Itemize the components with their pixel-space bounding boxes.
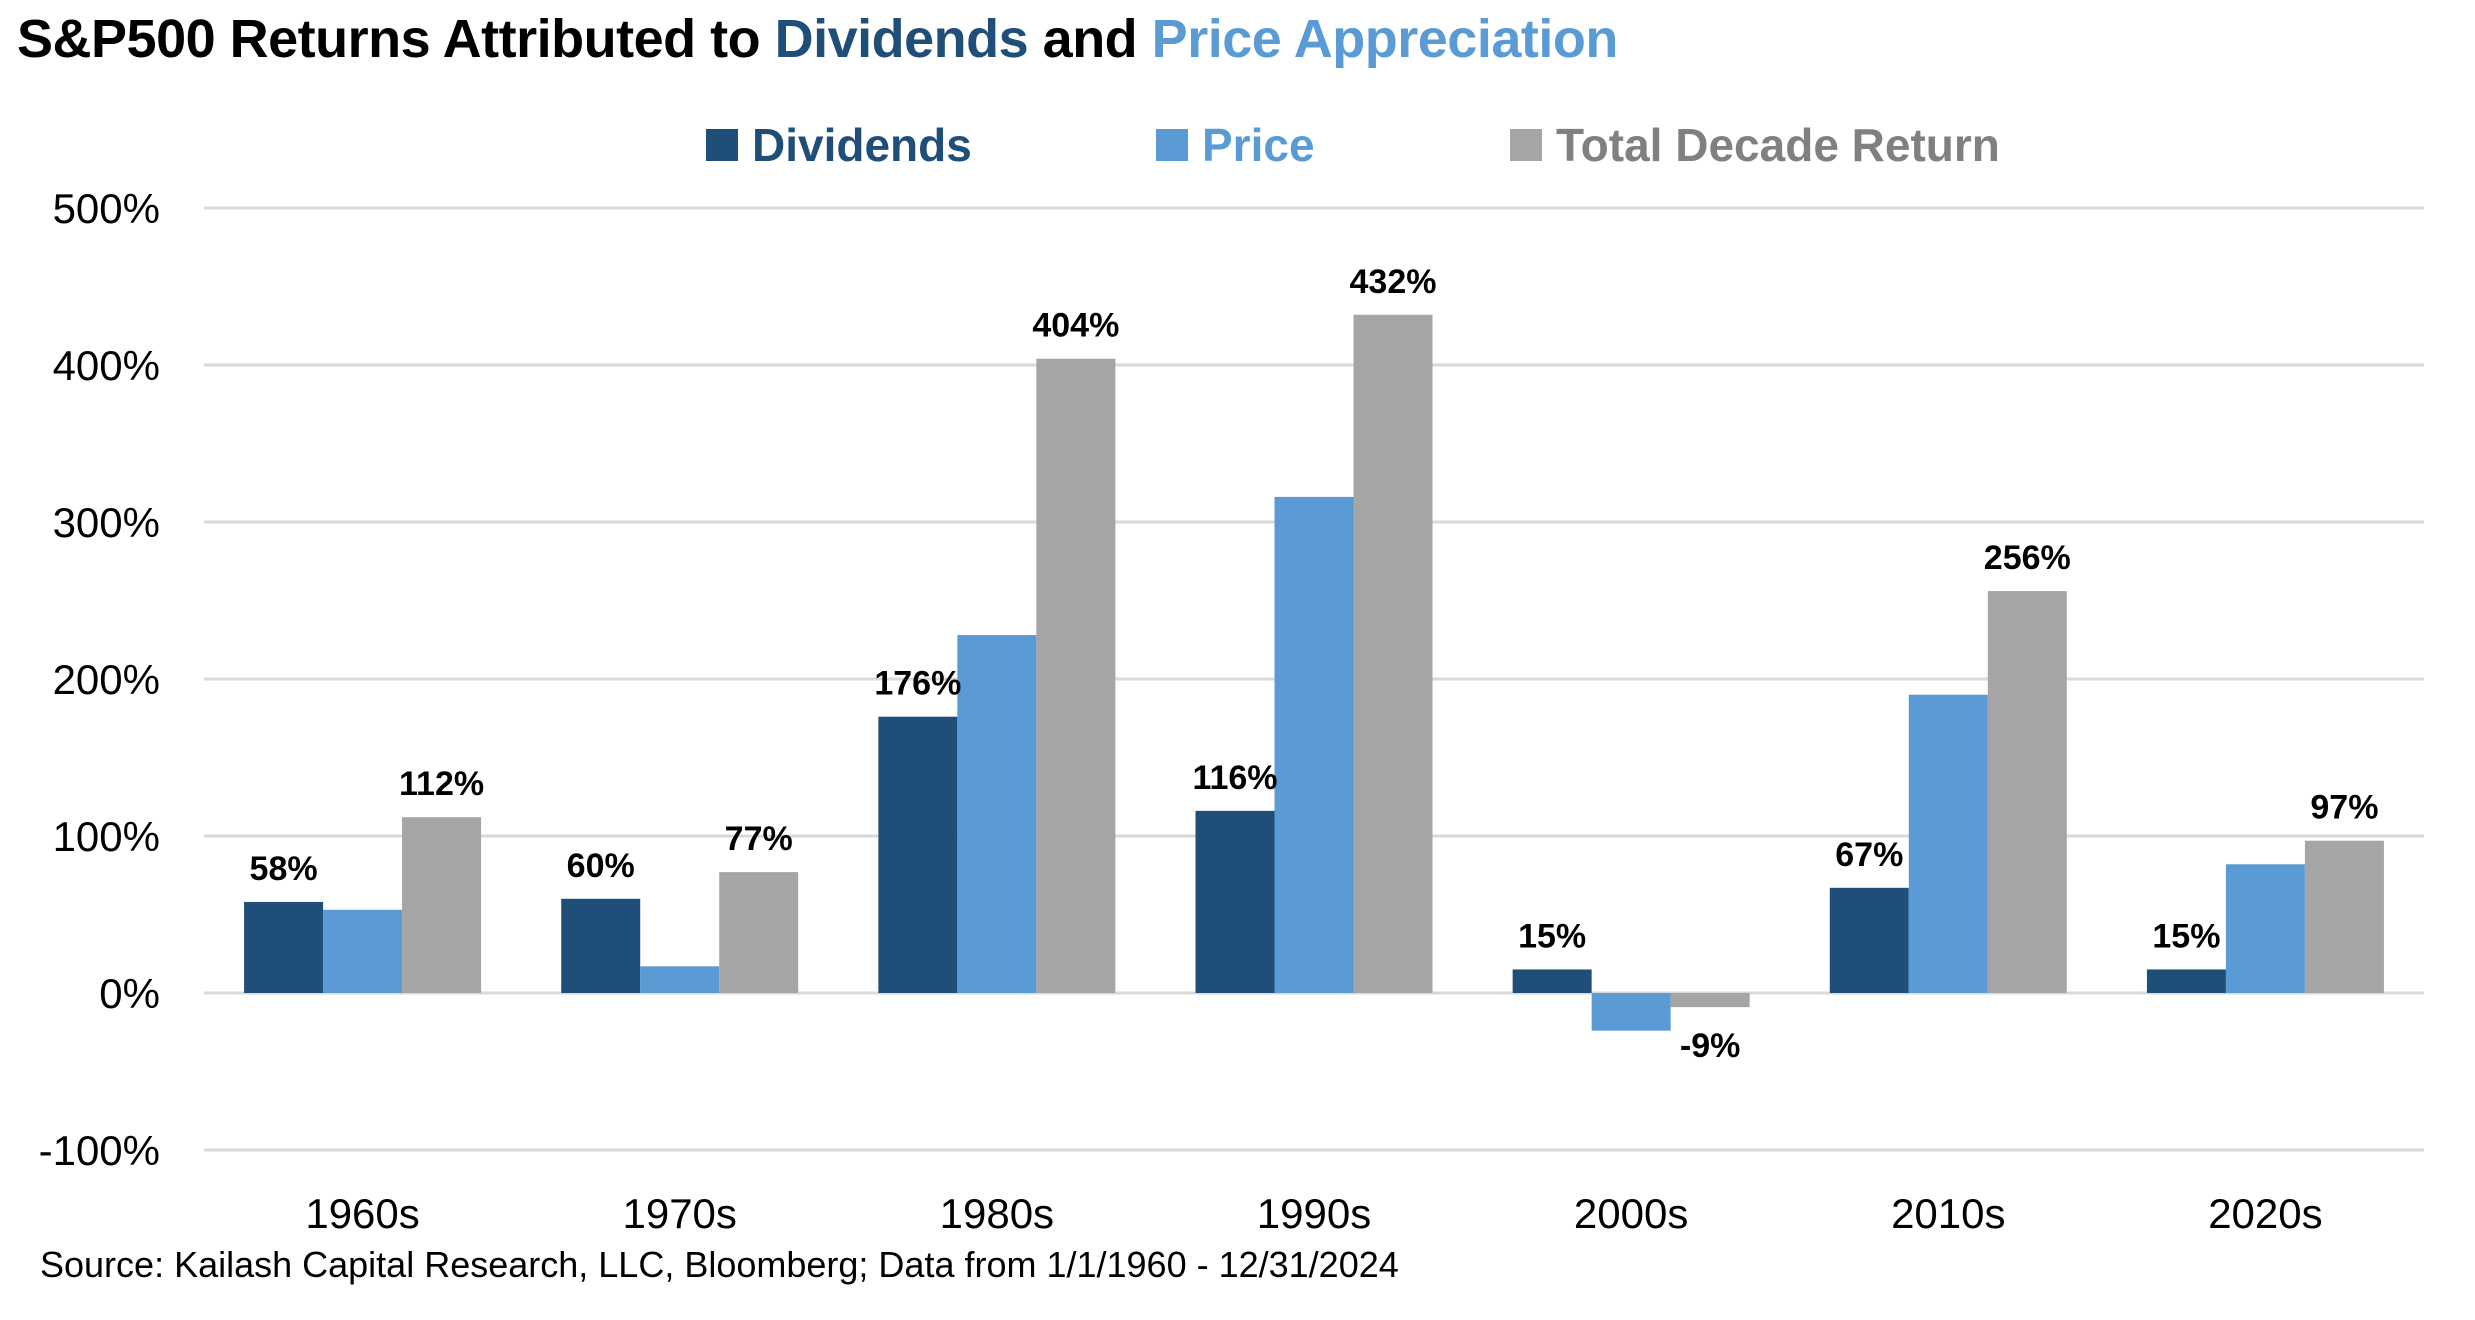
bar-price bbox=[2225, 864, 2305, 993]
chart-title: S&P500 Returns Attributed to Dividends a… bbox=[17, 8, 1618, 70]
chart-title-prefix: S&P500 Returns Attributed to bbox=[17, 9, 775, 69]
bar-dividends bbox=[1829, 887, 1909, 993]
y-tick-label: -100% bbox=[39, 1127, 160, 1174]
bar-total-decade-return bbox=[1670, 993, 1750, 1008]
legend: Dividends Price Total Decade Return bbox=[0, 118, 2475, 178]
x-tick-label: 1980s bbox=[940, 1190, 1054, 1237]
data-label: 112% bbox=[399, 765, 484, 803]
data-label: 176% bbox=[874, 665, 961, 703]
data-label: 404% bbox=[1032, 307, 1119, 345]
x-tick-label: 2020s bbox=[2208, 1190, 2322, 1237]
x-tick-label: 1990s bbox=[1257, 1190, 1371, 1237]
x-tick-label: 1960s bbox=[305, 1190, 419, 1237]
x-tick-label: 2010s bbox=[1891, 1190, 2005, 1237]
data-label: 116% bbox=[1192, 759, 1277, 797]
chart-title-connector: and bbox=[1028, 9, 1152, 69]
data-label: 256% bbox=[1984, 539, 2071, 577]
legend-label-total: Total Decade Return bbox=[1556, 119, 2000, 171]
legend-swatch-total bbox=[1510, 129, 1542, 161]
y-tick-label: 200% bbox=[53, 656, 160, 703]
y-tick-label: 500% bbox=[53, 185, 160, 232]
bar-total-decade-return bbox=[2304, 840, 2384, 993]
source-note: Source: Kailash Capital Research, LLC, B… bbox=[40, 1244, 1399, 1285]
y-tick-label: 100% bbox=[53, 813, 160, 860]
data-label: 58% bbox=[250, 850, 318, 888]
bar-total-decade-return bbox=[402, 817, 482, 993]
legend-label-price: Price bbox=[1202, 119, 1315, 171]
data-label: 15% bbox=[2152, 917, 2220, 955]
chart-title-price: Price Appreciation bbox=[1151, 9, 1619, 69]
data-label: 15% bbox=[1518, 917, 1586, 955]
y-tick-label: 400% bbox=[53, 342, 160, 389]
bar-total-decade-return bbox=[1353, 314, 1433, 993]
bar-total-decade-return bbox=[719, 872, 799, 993]
bar-price bbox=[1591, 993, 1671, 1031]
bar-price bbox=[323, 909, 403, 993]
bar-dividends bbox=[1195, 810, 1275, 993]
bars bbox=[244, 314, 2384, 1031]
bar-dividends bbox=[1512, 969, 1592, 993]
bar-dividends bbox=[561, 898, 641, 993]
y-tick-label: 300% bbox=[53, 499, 160, 546]
x-tick-label: 1970s bbox=[622, 1190, 736, 1237]
legend-item-total: Total Decade Return bbox=[1510, 118, 2000, 172]
bar-dividends bbox=[878, 716, 958, 993]
data-label: 77% bbox=[725, 820, 793, 858]
data-label: 67% bbox=[1835, 836, 1903, 874]
data-label: 432% bbox=[1350, 263, 1437, 301]
bar-total-decade-return bbox=[1036, 358, 1116, 994]
bar-price bbox=[1274, 496, 1354, 993]
legend-label-dividends: Dividends bbox=[752, 119, 972, 171]
legend-swatch-dividends bbox=[706, 129, 738, 161]
bar-price bbox=[1908, 694, 1988, 993]
bar-price bbox=[957, 635, 1037, 993]
chart-title-dividends: Dividends bbox=[774, 9, 1029, 69]
data-label: -9% bbox=[1680, 1027, 1740, 1065]
y-tick-label: 0% bbox=[99, 970, 160, 1017]
bar-dividends bbox=[2146, 969, 2226, 993]
y-axis: -100% 0% 100% 200% 300% 400% 500% bbox=[39, 185, 160, 1174]
data-labels: 58% 112% 60% 77% 176% 404% 116% 432% 15% -9% 67% 25… bbox=[250, 263, 2379, 1065]
bar-price bbox=[640, 966, 720, 993]
bar-dividends bbox=[244, 901, 324, 993]
bar-total-decade-return bbox=[1987, 591, 2067, 993]
data-label: 97% bbox=[2310, 789, 2378, 827]
legend-item-price: Price bbox=[1156, 118, 1315, 172]
legend-swatch-price bbox=[1156, 129, 1188, 161]
data-label: 60% bbox=[567, 847, 635, 885]
x-tick-label: 2000s bbox=[1574, 1190, 1688, 1237]
x-axis: 1960s 1970s 1980s 1990s 2000s 2010s 2020s bbox=[305, 1190, 2322, 1237]
legend-item-dividends: Dividends bbox=[706, 118, 972, 172]
